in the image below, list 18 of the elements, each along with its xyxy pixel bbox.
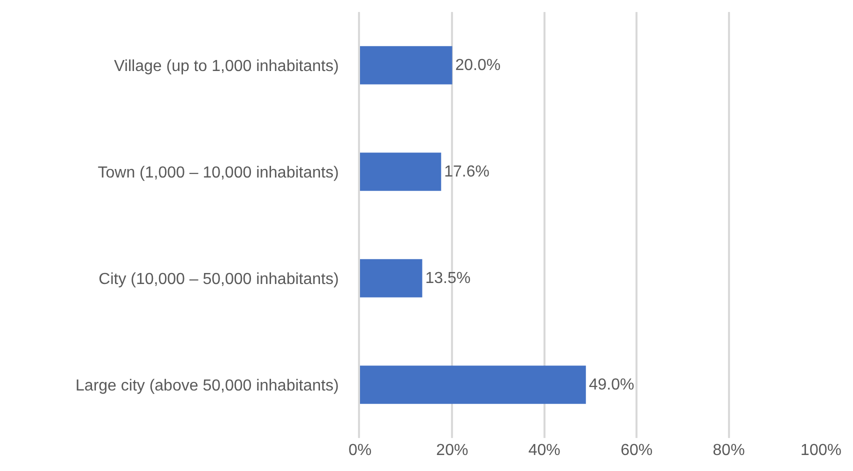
y-tick-label: Large city (above 50,000 inhabitants) xyxy=(76,377,339,394)
data-label: 49.0% xyxy=(588,376,634,394)
x-tick-label: 60% xyxy=(620,442,653,459)
bar xyxy=(360,152,442,191)
data-label: 13.5% xyxy=(425,270,471,287)
y-tick-label: City (10,000 – 50,000 inhabitants) xyxy=(98,270,339,288)
bar xyxy=(360,46,452,84)
data-label: 20.0% xyxy=(455,56,501,74)
x-tick-label: 100% xyxy=(800,442,842,459)
x-tick-label: 40% xyxy=(528,442,560,459)
y-tick-label: Village (up to 1,000 inhabitants) xyxy=(114,58,339,75)
x-tick-label: 0% xyxy=(348,442,372,459)
bar xyxy=(360,259,422,298)
x-tick-label: 20% xyxy=(436,442,468,459)
data-label: 17.6% xyxy=(444,163,490,180)
bar xyxy=(360,366,586,404)
x-tick-label: 80% xyxy=(712,442,745,459)
y-tick-label: Town (1,000 – 10,000 inhabitants) xyxy=(98,164,339,182)
